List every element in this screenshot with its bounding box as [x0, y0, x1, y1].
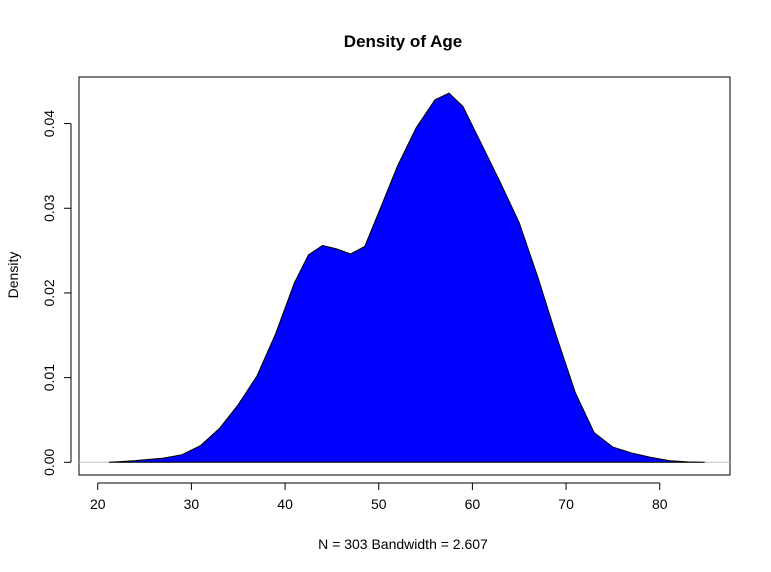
- x-tick-label: 60: [465, 496, 481, 512]
- x-tick-label: 80: [652, 496, 668, 512]
- x-tick-label: 20: [90, 496, 106, 512]
- x-axis-label: N = 303 Bandwidth = 2.607: [318, 536, 488, 552]
- y-tick-label: 0.02: [41, 279, 57, 306]
- y-tick-label: 0.03: [41, 194, 57, 221]
- x-tick-label: 30: [184, 496, 200, 512]
- y-tick-label: 0.01: [41, 364, 57, 391]
- density-area: [108, 92, 705, 463]
- y-axis: 0.00 0.01 0.02 0.03 0.04: [41, 110, 72, 476]
- y-tick-label: 0.00: [41, 448, 57, 475]
- x-axis: 20 30 40 50 60 70 80: [90, 482, 668, 512]
- x-tick-label: 50: [371, 496, 387, 512]
- y-tick-label: 0.04: [41, 110, 57, 137]
- plot-box: [78, 76, 731, 476]
- x-tick-label: 70: [558, 496, 574, 512]
- chart-title: Density of Age: [344, 32, 462, 51]
- x-tick-label: 40: [277, 496, 293, 512]
- y-axis-label: Density: [5, 252, 21, 299]
